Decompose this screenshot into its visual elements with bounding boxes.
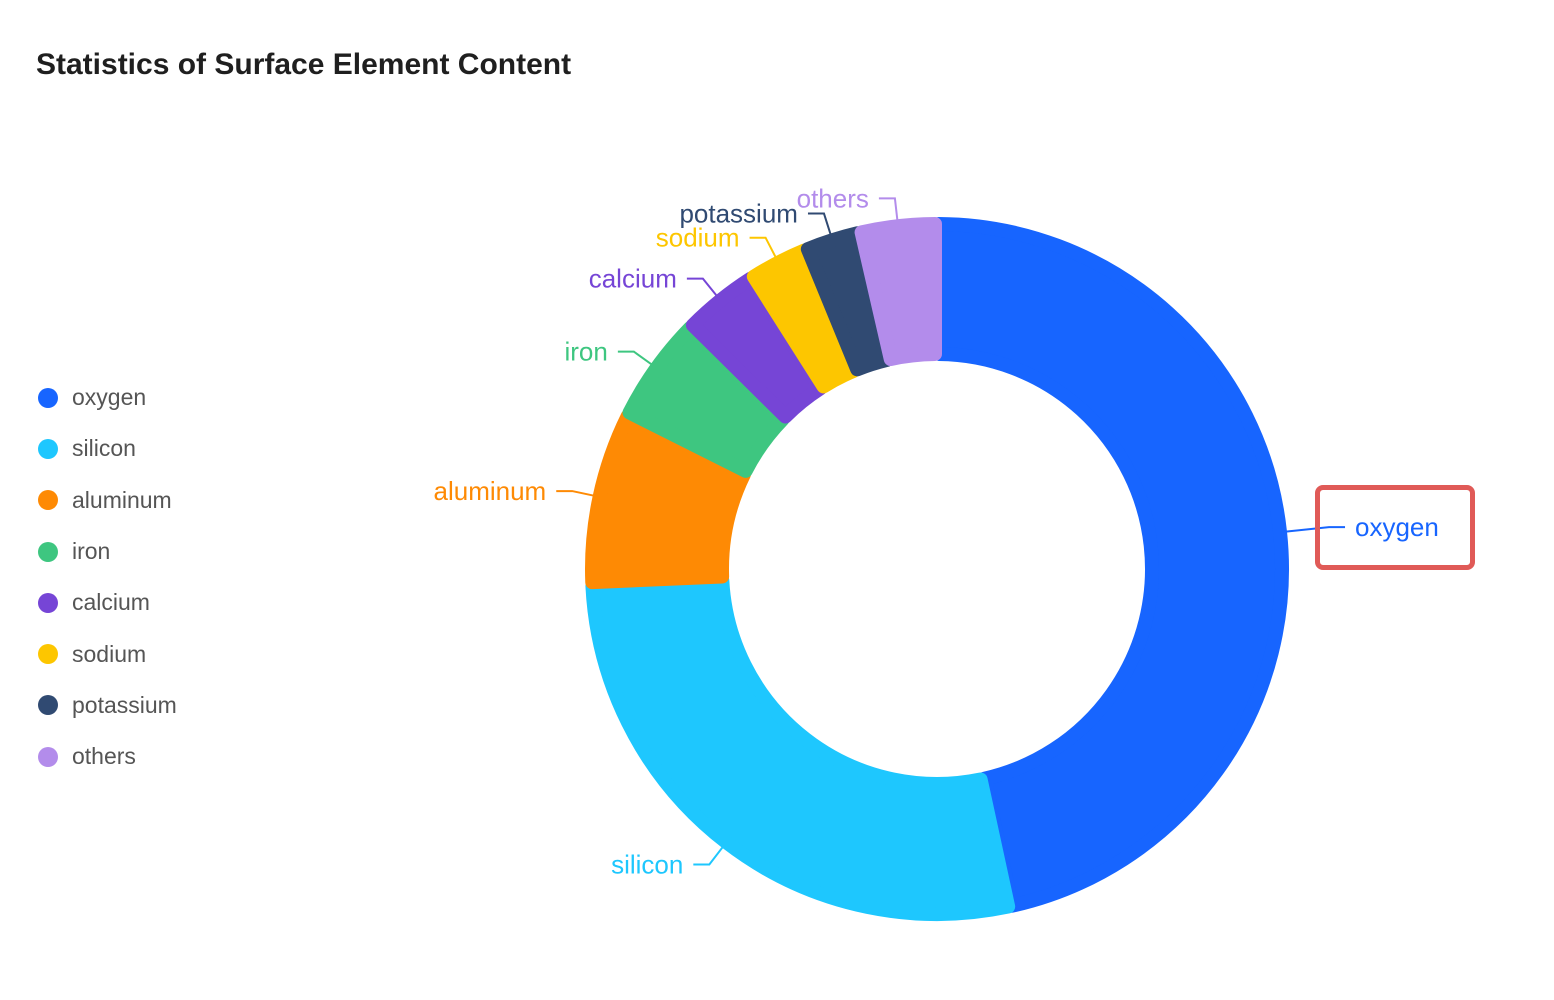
legend-item-iron[interactable]: iron [38, 526, 177, 577]
legend-item-silicon[interactable]: silicon [38, 423, 177, 474]
legend-swatch [38, 541, 58, 562]
legend-label: oxygen [72, 384, 147, 411]
slice-label-others: others [797, 183, 869, 213]
slice-oxygen[interactable] [932, 217, 1289, 913]
legend-swatch [38, 695, 58, 716]
legend-label: calcium [72, 589, 150, 616]
legend-label: potassium [72, 691, 177, 718]
slice-label-iron: iron [565, 337, 608, 367]
legend-item-potassium[interactable]: potassium [38, 680, 177, 731]
chart-title: Statistics of Surface Element Content [36, 48, 572, 81]
slice-label-sodium: sodium [656, 223, 740, 253]
leader-line-silicon [693, 842, 727, 866]
legend-item-aluminum[interactable]: aluminum [38, 475, 177, 526]
legend-item-calcium[interactable]: calcium [38, 577, 177, 628]
leader-line-potassium [807, 212, 834, 240]
legend-swatch [38, 490, 58, 511]
leader-line-sodium [749, 236, 779, 263]
slice-silicon[interactable] [585, 573, 1016, 921]
leader-line-calcium [686, 277, 721, 301]
legend-swatch [38, 644, 58, 665]
legend-label: iron [72, 538, 111, 565]
legend-label: aluminum [72, 486, 172, 513]
legend: oxygen silicon aluminum iron calcium sodium po… [38, 372, 177, 782]
leader-line-iron [617, 350, 657, 369]
legend-item-sodium[interactable]: sodium [38, 628, 177, 679]
slice-label-oxygen: oxygen [1355, 512, 1439, 542]
legend-label: silicon [72, 435, 136, 462]
legend-swatch [38, 746, 58, 767]
leader-line-others [878, 197, 899, 226]
legend-swatch [38, 592, 58, 613]
legend-item-others[interactable]: others [38, 731, 177, 782]
legend-swatch [38, 387, 58, 408]
slice-label-aluminum: aluminum [434, 476, 547, 506]
legend-label: others [72, 743, 136, 770]
legend-item-oxygen[interactable]: oxygen [38, 372, 177, 423]
slice-label-silicon: silicon [611, 849, 683, 879]
slice-label-potassium: potassium [679, 199, 798, 229]
leader-line-aluminum [556, 490, 599, 498]
slice-others[interactable] [854, 217, 942, 367]
slice-label-calcium: calcium [589, 264, 677, 294]
leader-line-oxygen [1280, 526, 1346, 534]
legend-label: sodium [72, 640, 147, 667]
highlight-box [1315, 485, 1475, 570]
legend-swatch [38, 438, 58, 459]
